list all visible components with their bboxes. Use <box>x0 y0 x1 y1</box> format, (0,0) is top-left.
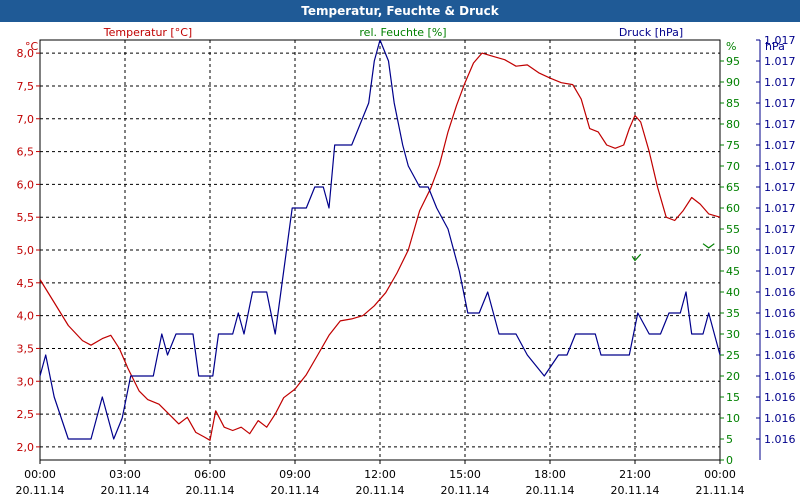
humidity-tick-label: 35 <box>726 307 740 320</box>
humidity-line <box>631 253 642 262</box>
x-tick-date: 21.11.14 <box>696 484 745 497</box>
pressure-tick-label: 1.017 <box>764 76 796 89</box>
pressure-tick-label: 1.016 <box>764 391 796 404</box>
temperature-tick-label: 7,0 <box>17 113 35 126</box>
pressure-axis-label: Druck [hPa] <box>619 26 683 39</box>
temperature-tick-label: 7,5 <box>17 80 35 93</box>
pressure-tick-label: 1.017 <box>764 139 796 152</box>
humidity-line <box>702 243 715 249</box>
pressure-tick-label: 1.017 <box>764 202 796 215</box>
x-tick-time: 21:00 <box>619 468 651 481</box>
humidity-tick-label: 85 <box>726 97 740 110</box>
x-tick-time: 12:00 <box>364 468 396 481</box>
temperature-tick-label: 2,5 <box>17 408 35 421</box>
humidity-tick-label: 0 <box>726 454 733 467</box>
humidity-tick-label: 45 <box>726 265 740 278</box>
temperature-tick-label: 4,5 <box>17 277 35 290</box>
pressure-tick-label: 1.017 <box>764 97 796 110</box>
x-tick-date: 20.11.14 <box>611 484 660 497</box>
x-tick-date: 20.11.14 <box>441 484 490 497</box>
humidity-tick-label: 20 <box>726 370 740 383</box>
pressure-line <box>39 39 721 440</box>
x-tick-date: 20.11.14 <box>526 484 575 497</box>
temperature-tick-label: 6,0 <box>17 178 35 191</box>
x-tick-date: 20.11.14 <box>16 484 65 497</box>
humidity-tick-label: 65 <box>726 181 740 194</box>
humidity-tick-label: 75 <box>726 139 740 152</box>
x-tick-time: 00:00 <box>704 468 736 481</box>
humidity-axis-label: rel. Feuchte [%] <box>359 26 446 39</box>
x-tick-date: 20.11.14 <box>356 484 405 497</box>
x-tick-time: 09:00 <box>279 468 311 481</box>
temperature-axis-label: Temperatur [°C] <box>103 26 192 39</box>
x-tick-time: 18:00 <box>534 468 566 481</box>
pressure-tick-label: 1.017 <box>764 160 796 173</box>
humidity-tick-label: 55 <box>726 223 740 236</box>
pressure-tick-label: 1.017 <box>764 34 796 47</box>
title-bar <box>0 0 800 22</box>
humidity-tick-label: 30 <box>726 328 740 341</box>
grid <box>40 40 720 460</box>
pressure-tick-label: 1.016 <box>764 370 796 383</box>
temperature-tick-label: 5,5 <box>17 211 35 224</box>
pressure-tick-label: 1.017 <box>764 181 796 194</box>
x-tick-time: 15:00 <box>449 468 481 481</box>
temperature-tick-label: 3,0 <box>17 375 35 388</box>
series-lines <box>39 39 721 441</box>
pressure-tick-label: 1.016 <box>764 307 796 320</box>
humidity-unit: % <box>726 40 736 53</box>
humidity-tick-label: 80 <box>726 118 740 131</box>
humidity-tick-label: 95 <box>726 55 740 68</box>
humidity-tick-label: 90 <box>726 76 740 89</box>
temperature-tick-label: 3,5 <box>17 342 35 355</box>
x-tick-time: 06:00 <box>194 468 226 481</box>
temperature-tick-label: 2,0 <box>17 441 35 454</box>
x-ticks: 00:00 20.11.14 03:00 20.11.14 06:00 20.11.14 0… <box>16 460 745 497</box>
temperature-ticks: 2,0 2,5 3,0 3,5 4,0 4,5 5,0 5,5 6,0 6,5 7,0 7,5 8,0 <box>17 47 40 454</box>
pressure-tick-label: 1.016 <box>764 349 796 362</box>
humidity-tick-label: 10 <box>726 412 740 425</box>
temperature-tick-label: 4,0 <box>17 310 35 323</box>
humidity-tick-label: 40 <box>726 286 740 299</box>
humidity-tick-label: 50 <box>726 244 740 257</box>
pressure-ticks: 1.016 1.016 1.016 1.016 1.016 1.016 1.016 1.016… <box>756 34 796 460</box>
pressure-tick-label: 1.017 <box>764 244 796 257</box>
humidity-tick-label: 60 <box>726 202 740 215</box>
pressure-tick-label: 1.017 <box>764 265 796 278</box>
x-tick-date: 20.11.14 <box>101 484 150 497</box>
humidity-ticks: 0 5 10 15 20 25 30 35 40 45 50 55 60 65 70 75 80 85 90 95 <box>720 55 740 467</box>
temperature-tick-label: 5,0 <box>17 244 35 257</box>
temperature-tick-label: 8,0 <box>17 47 35 60</box>
x-tick-date: 20.11.14 <box>186 484 235 497</box>
pressure-tick-label: 1.016 <box>764 328 796 341</box>
temperature-line <box>39 52 721 441</box>
pressure-tick-label: 1.016 <box>764 286 796 299</box>
x-tick-time: 00:00 <box>24 468 56 481</box>
pressure-unit: hPa <box>765 40 785 53</box>
pressure-tick-label: 1.016 <box>764 433 796 446</box>
pressure-tick-label: 1.017 <box>764 55 796 68</box>
temperature-unit: °C <box>25 40 39 53</box>
humidity-tick-label: 70 <box>726 160 740 173</box>
temperature-tick-label: 6,5 <box>17 146 35 159</box>
chart-title: Temperatur, Feuchte & Druck <box>301 4 499 18</box>
pressure-tick-label: 1.017 <box>764 118 796 131</box>
pressure-tick-label: 1.016 <box>764 412 796 425</box>
x-tick-date: 20.11.14 <box>271 484 320 497</box>
pressure-tick-label: 1.017 <box>764 223 796 236</box>
humidity-tick-label: 15 <box>726 391 740 404</box>
humidity-tick-label: 25 <box>726 349 740 362</box>
humidity-tick-label: 5 <box>726 433 733 446</box>
x-tick-time: 03:00 <box>109 468 141 481</box>
